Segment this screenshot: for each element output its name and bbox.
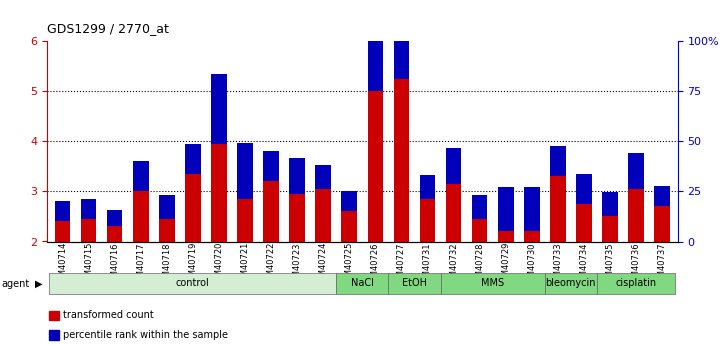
Bar — [263, 181, 279, 241]
Bar — [602, 193, 618, 217]
Bar — [368, 91, 383, 242]
Bar — [602, 217, 618, 241]
Bar — [342, 191, 357, 211]
Text: GSM40718: GSM40718 — [162, 242, 172, 288]
Bar — [55, 201, 71, 221]
Bar — [576, 174, 592, 204]
Bar — [550, 177, 566, 242]
FancyBboxPatch shape — [597, 273, 675, 294]
Text: GSM40722: GSM40722 — [267, 242, 275, 287]
FancyBboxPatch shape — [389, 273, 441, 294]
Bar — [185, 174, 200, 242]
Bar — [420, 199, 435, 242]
Bar — [315, 165, 331, 189]
Bar — [654, 186, 670, 206]
Text: GSM40729: GSM40729 — [501, 242, 510, 287]
Bar — [315, 189, 331, 241]
FancyBboxPatch shape — [336, 273, 389, 294]
Bar — [550, 147, 566, 177]
Bar — [107, 210, 123, 227]
Text: GSM40735: GSM40735 — [606, 242, 614, 288]
Text: GSM40724: GSM40724 — [319, 242, 328, 287]
Bar — [81, 219, 97, 242]
Bar — [133, 161, 149, 191]
Text: NaCl: NaCl — [351, 278, 373, 288]
Bar — [498, 187, 513, 231]
Text: GSM40721: GSM40721 — [241, 242, 249, 287]
Bar — [472, 219, 487, 242]
Bar — [49, 331, 58, 339]
Text: GSM40733: GSM40733 — [553, 242, 562, 288]
Text: GSM40714: GSM40714 — [58, 242, 67, 287]
Bar — [211, 74, 226, 144]
FancyBboxPatch shape — [441, 273, 545, 294]
Bar — [628, 189, 644, 241]
Bar — [133, 191, 149, 242]
Bar — [237, 199, 253, 242]
Bar — [289, 158, 305, 194]
Bar — [159, 195, 174, 219]
Text: GSM40730: GSM40730 — [527, 242, 536, 288]
Bar — [289, 194, 305, 241]
Text: GSM40737: GSM40737 — [658, 242, 667, 288]
Bar — [368, 7, 383, 91]
Text: GSM40725: GSM40725 — [345, 242, 354, 287]
Bar — [342, 211, 357, 241]
Bar — [524, 187, 539, 231]
Bar — [49, 310, 58, 320]
Bar — [211, 144, 226, 241]
Bar — [394, 0, 410, 79]
Text: GSM40715: GSM40715 — [84, 242, 93, 287]
Text: GSM40719: GSM40719 — [188, 242, 198, 287]
FancyBboxPatch shape — [50, 273, 336, 294]
Bar — [55, 221, 71, 242]
FancyBboxPatch shape — [545, 273, 597, 294]
Bar — [159, 219, 174, 242]
Bar — [420, 175, 435, 199]
Bar — [654, 206, 670, 242]
Text: EtOH: EtOH — [402, 278, 427, 288]
Bar — [576, 204, 592, 241]
Bar — [446, 184, 461, 242]
Text: control: control — [176, 278, 210, 288]
Text: GSM40736: GSM40736 — [632, 242, 640, 288]
Bar — [394, 79, 410, 242]
Text: GSM40734: GSM40734 — [580, 242, 588, 288]
Bar — [263, 151, 279, 181]
Text: GSM40716: GSM40716 — [110, 242, 119, 288]
Text: GSM40732: GSM40732 — [449, 242, 458, 288]
Bar — [107, 227, 123, 242]
Text: ▶: ▶ — [35, 279, 42, 288]
Text: GSM40731: GSM40731 — [423, 242, 432, 288]
Bar — [81, 199, 97, 219]
Text: cisplatin: cisplatin — [616, 278, 657, 288]
Text: GSM40723: GSM40723 — [293, 242, 301, 288]
Text: agent: agent — [1, 279, 30, 288]
Bar — [185, 144, 200, 174]
Bar — [498, 231, 513, 241]
Text: transformed count: transformed count — [63, 310, 154, 320]
Text: GSM40728: GSM40728 — [475, 242, 484, 288]
Text: GDS1299 / 2770_at: GDS1299 / 2770_at — [47, 22, 169, 36]
Bar — [628, 153, 644, 189]
Text: GSM40726: GSM40726 — [371, 242, 380, 288]
Bar — [446, 148, 461, 184]
Text: MMS: MMS — [481, 278, 504, 288]
Bar — [472, 195, 487, 219]
Bar — [524, 231, 539, 241]
Text: percentile rank within the sample: percentile rank within the sample — [63, 330, 229, 340]
Text: GSM40720: GSM40720 — [214, 242, 224, 287]
Text: GSM40727: GSM40727 — [397, 242, 406, 288]
Text: GSM40717: GSM40717 — [136, 242, 145, 288]
Text: bleomycin: bleomycin — [546, 278, 596, 288]
Bar — [237, 143, 253, 199]
